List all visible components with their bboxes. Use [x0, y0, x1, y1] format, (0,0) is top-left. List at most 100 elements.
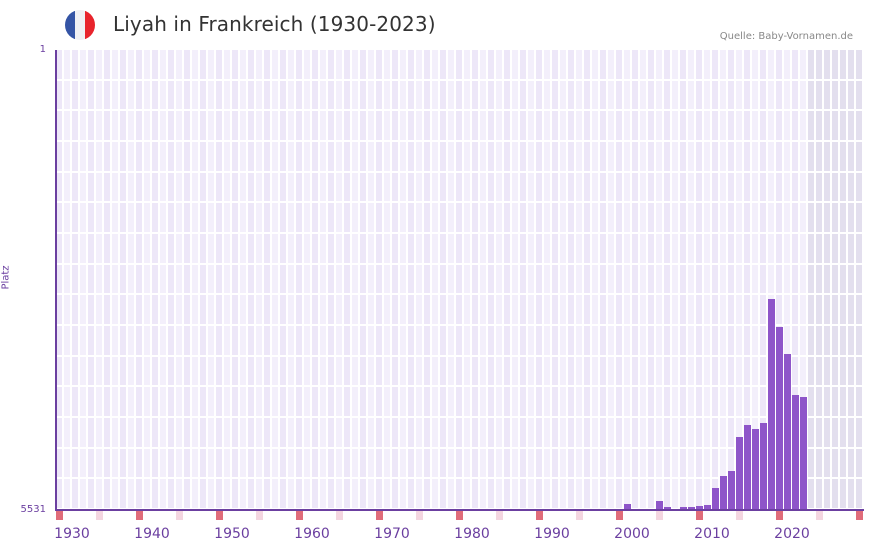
grid-cell [160, 234, 166, 263]
grid-cell [168, 172, 174, 202]
grid-cell [592, 387, 598, 416]
grid-cell [72, 356, 78, 386]
grid-cell [304, 50, 310, 79]
grid-cell [512, 479, 518, 508]
grid-cell [584, 264, 590, 294]
grid-cell [392, 234, 398, 263]
grid-cell [192, 387, 198, 416]
grid-cell [224, 172, 230, 202]
grid-cell [704, 479, 710, 508]
grid-cell [672, 448, 678, 478]
bar[interactable] [744, 424, 751, 510]
grid-cell [232, 142, 238, 171]
grid-cell [160, 111, 166, 140]
bar[interactable] [704, 504, 711, 510]
grid-cell [824, 80, 830, 110]
bar[interactable] [720, 475, 727, 510]
grid-cell [408, 326, 414, 355]
grid-cell [616, 80, 622, 110]
grid-cell [720, 448, 726, 478]
bar[interactable] [784, 353, 791, 510]
grid-cell [168, 203, 174, 232]
bar[interactable] [696, 505, 703, 510]
grid-cell [472, 111, 478, 140]
grid-cell [480, 50, 486, 79]
grid-cell [200, 448, 206, 478]
grid-cell [624, 264, 630, 294]
grid-cell [392, 172, 398, 202]
grid-cell [296, 80, 302, 110]
grid-cell [368, 203, 374, 232]
bar[interactable] [776, 326, 783, 510]
bar[interactable] [656, 500, 663, 510]
grid-cell [560, 142, 566, 171]
bar[interactable] [664, 507, 671, 510]
grid-cell [400, 172, 406, 202]
grid-cell [760, 50, 766, 79]
grid-cell [664, 172, 670, 202]
grid-cell [840, 80, 846, 110]
grid-cell [776, 234, 782, 263]
grid-cell [536, 172, 542, 202]
grid-cell [256, 80, 262, 110]
grid-cell [120, 356, 126, 386]
grid-cell [88, 326, 94, 355]
grid-cell [824, 418, 830, 447]
grid-cell [440, 356, 446, 386]
bar[interactable] [736, 436, 743, 510]
bar[interactable] [800, 396, 807, 510]
bar[interactable] [728, 470, 735, 510]
grid-cell [280, 448, 286, 478]
grid-cell [408, 234, 414, 263]
grid-cell [432, 448, 438, 478]
grid-cell [304, 264, 310, 294]
grid-cell [680, 479, 686, 508]
bar[interactable] [752, 428, 759, 510]
grid-cell [608, 172, 614, 202]
grid-cell [96, 479, 102, 508]
half-decade-marker [496, 511, 503, 520]
bar[interactable] [792, 394, 799, 510]
x-axis-label: 1950 [214, 526, 250, 542]
grid-cell [784, 142, 790, 171]
bar[interactable] [680, 507, 687, 510]
grid-cell [672, 80, 678, 110]
grid-cell [576, 234, 582, 263]
grid-cell [280, 142, 286, 171]
grid-cell [184, 203, 190, 232]
grid-cell [808, 80, 814, 110]
grid-cell [160, 479, 166, 508]
grid-cell [736, 172, 742, 202]
grid-cell [584, 111, 590, 140]
grid-cell [608, 295, 614, 324]
grid-cell [712, 50, 718, 79]
grid-cell [568, 295, 574, 324]
grid-cell [832, 80, 838, 110]
grid-cell [248, 172, 254, 202]
bar[interactable] [624, 503, 631, 510]
bar[interactable] [760, 422, 767, 510]
bar[interactable] [768, 298, 775, 510]
grid-cell [352, 479, 358, 508]
grid-cell [296, 264, 302, 294]
grid-cell [496, 418, 502, 447]
grid-cell [512, 387, 518, 416]
grid-cell [752, 356, 758, 386]
bar[interactable] [688, 507, 695, 510]
grid-cell [800, 142, 806, 171]
grid-cell [392, 203, 398, 232]
grid-cell [392, 326, 398, 355]
grid-cell [176, 264, 182, 294]
grid-cell [144, 326, 150, 355]
grid-cell [640, 326, 646, 355]
grid-cell [536, 479, 542, 508]
grid-cell [536, 80, 542, 110]
grid-cell [584, 448, 590, 478]
bar[interactable] [712, 487, 719, 510]
grid-cell [680, 142, 686, 171]
grid-cell [256, 326, 262, 355]
grid-cell [464, 479, 470, 508]
grid-cell [848, 479, 854, 508]
grid-cell [264, 479, 270, 508]
grid-cell [56, 479, 62, 508]
